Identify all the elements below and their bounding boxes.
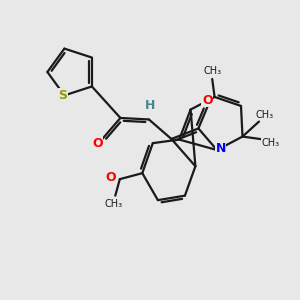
- Text: CH₃: CH₃: [203, 66, 221, 76]
- Text: CH₃: CH₃: [105, 199, 123, 209]
- Text: H: H: [145, 100, 156, 112]
- Text: N: N: [215, 142, 226, 155]
- Text: O: O: [106, 171, 116, 184]
- Text: S: S: [58, 89, 68, 102]
- Text: CH₃: CH₃: [255, 110, 274, 120]
- Text: CH₃: CH₃: [262, 138, 280, 148]
- Text: O: O: [92, 137, 103, 150]
- Text: O: O: [202, 94, 213, 107]
